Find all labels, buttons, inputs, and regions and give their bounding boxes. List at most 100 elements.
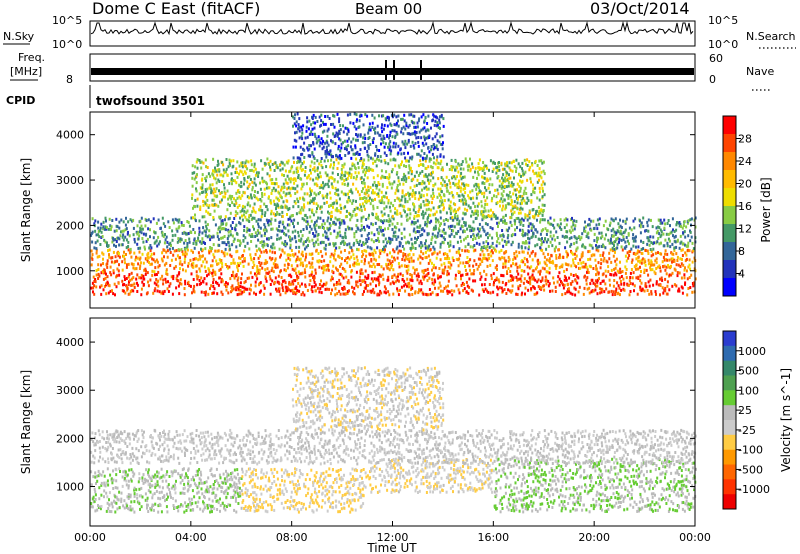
heatmap-cell — [448, 290, 451, 294]
heatmap-cell — [614, 259, 617, 263]
heatmap-cell — [522, 192, 525, 196]
heatmap-cell — [175, 286, 178, 290]
heatmap-cell — [259, 198, 262, 201]
heatmap-cell — [626, 251, 629, 255]
heatmap-cell — [296, 274, 299, 278]
heatmap-cell — [223, 283, 226, 287]
heatmap-cell — [496, 169, 499, 172]
heatmap-cell — [338, 255, 341, 259]
heatmap-cell — [677, 287, 680, 291]
heatmap-cell — [424, 292, 427, 296]
heatmap-cell — [334, 258, 337, 262]
heatmap-cell — [373, 180, 376, 184]
heatmap-cell — [282, 289, 285, 292]
heatmap-cell — [532, 276, 535, 280]
heatmap-cell — [342, 173, 345, 177]
heatmap-cell — [269, 168, 272, 172]
heatmap-cell — [440, 263, 443, 267]
heatmap-cell — [563, 283, 566, 287]
heatmap-cell — [341, 257, 343, 261]
heatmap-cell — [164, 233, 166, 236]
date-label: 03/Oct/2014 — [590, 0, 690, 18]
heatmap-cell — [612, 219, 615, 223]
heatmap-cell — [585, 235, 588, 238]
heatmap-cell — [368, 199, 371, 203]
heatmap-cell — [303, 192, 306, 196]
heatmap-cell — [148, 246, 151, 250]
heatmap-cell — [168, 226, 171, 229]
heatmap-cell — [315, 230, 318, 234]
heatmap-cell — [311, 211, 314, 214]
heatmap-cell — [435, 158, 438, 162]
heatmap-cell — [664, 252, 666, 256]
heatmap-cell — [97, 233, 100, 237]
heatmap-cell — [318, 186, 321, 190]
heatmap-cell — [235, 191, 238, 195]
heatmap-cell — [548, 260, 551, 264]
heatmap-cell — [331, 277, 334, 281]
heatmap-cell — [244, 236, 247, 240]
heatmap-cell — [353, 208, 356, 211]
heatmap-cell — [520, 293, 523, 297]
heatmap-cell — [290, 177, 292, 181]
heatmap-cell — [364, 280, 367, 284]
heatmap-cell — [504, 204, 507, 208]
heatmap-cell — [420, 212, 423, 216]
heatmap-cell — [212, 191, 215, 195]
heatmap-cell — [471, 165, 474, 169]
heatmap-cell — [620, 288, 623, 292]
heatmap-cell — [322, 233, 325, 237]
heatmap-cell — [418, 204, 421, 208]
heatmap-cell — [249, 204, 252, 208]
heatmap-cell — [346, 225, 349, 229]
heatmap-cell — [243, 257, 246, 261]
heatmap-cell — [269, 277, 272, 281]
heatmap-cell — [450, 232, 453, 236]
heatmap-cell — [258, 268, 261, 272]
heatmap-cell — [516, 265, 519, 269]
heatmap-cell — [216, 292, 219, 296]
heatmap-cell — [394, 164, 397, 168]
heatmap-cell — [299, 257, 302, 261]
heatmap-cell — [90, 263, 93, 267]
heatmap-cell — [166, 272, 169, 276]
heatmap-cell — [195, 181, 198, 185]
heatmap-cell — [350, 175, 353, 179]
heatmap-cell — [314, 268, 317, 272]
heatmap-cell — [201, 237, 204, 241]
heatmap-cell — [220, 219, 223, 223]
heatmap-cell — [442, 208, 445, 212]
heatmap-cell — [127, 275, 130, 279]
heatmap-cell — [244, 205, 246, 209]
heatmap-cell — [257, 218, 260, 222]
heatmap-cell — [343, 287, 346, 291]
heatmap-cell — [246, 180, 249, 184]
heatmap-cell — [401, 278, 404, 281]
heatmap-cell — [352, 199, 355, 203]
heatmap-cell — [433, 226, 435, 230]
heatmap-cell — [516, 182, 519, 186]
heatmap-cell — [375, 258, 377, 262]
heatmap-cell — [621, 248, 624, 252]
heatmap-cell — [289, 187, 292, 191]
heatmap-cell — [124, 278, 126, 281]
heatmap-cell — [248, 276, 251, 280]
heatmap-cell — [311, 270, 314, 274]
heatmap-cell — [133, 251, 136, 255]
heatmap-cell — [541, 203, 544, 207]
heatmap-cell — [620, 275, 623, 278]
heatmap-cell — [685, 225, 688, 229]
heatmap-cell — [613, 267, 616, 271]
heatmap-cell — [448, 249, 451, 253]
heatmap-cell — [291, 237, 294, 241]
heatmap-cell — [289, 289, 292, 293]
heatmap-cell — [327, 210, 329, 214]
heatmap-cell — [478, 293, 481, 297]
heatmap-cell — [412, 259, 415, 263]
heatmap-cell — [178, 292, 181, 296]
heatmap-cell — [183, 241, 186, 245]
heatmap-cell — [301, 250, 304, 254]
heatmap-cell — [422, 213, 425, 217]
heatmap-cell — [98, 235, 101, 239]
heatmap-cell — [237, 284, 240, 288]
